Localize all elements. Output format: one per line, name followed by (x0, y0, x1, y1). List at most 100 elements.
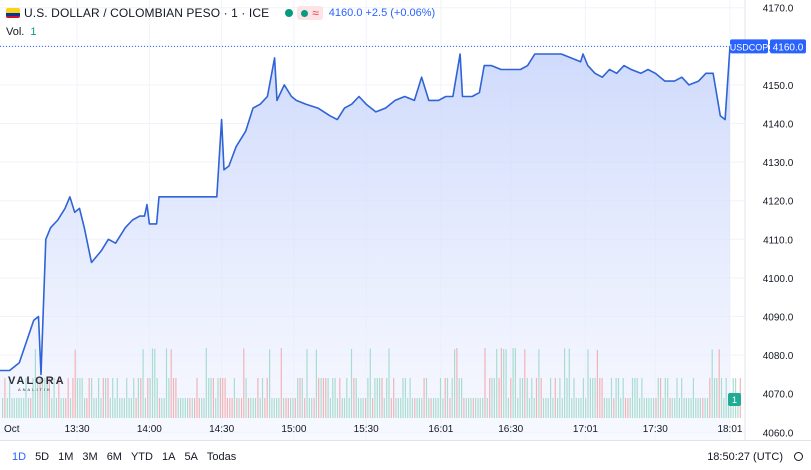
volume-bar (297, 378, 299, 418)
price-tick-label: 4150.0 (763, 81, 794, 92)
volume-bar (105, 378, 107, 418)
volume-bar (44, 378, 46, 418)
volume-bar (191, 398, 193, 418)
volume-bar (37, 378, 39, 418)
range-1a[interactable]: 1A (161, 451, 176, 463)
volume-bar (685, 398, 687, 418)
volume-bar (280, 348, 282, 418)
price-axis[interactable]: 4170.04160.04150.04140.04130.04120.04110… (763, 4, 794, 440)
volume-bar (610, 378, 613, 418)
volume-bar (98, 378, 100, 418)
volume-bar (194, 398, 196, 418)
volume-bar (365, 398, 367, 418)
volume-bar (386, 378, 388, 418)
volume-bar (332, 378, 334, 418)
time-tick-label: 17:01 (573, 424, 598, 435)
settings-gear-icon[interactable] (794, 452, 803, 461)
price-tick-label: 4110.0 (763, 235, 793, 246)
volume-bar (601, 378, 603, 418)
volume-bar (93, 398, 95, 418)
volume-bar (690, 398, 692, 418)
volume-bar (578, 398, 580, 418)
range-5d[interactable]: 5D (35, 451, 50, 463)
volume-bar (660, 378, 662, 418)
volume-bar (374, 378, 376, 418)
volume-bar (51, 398, 53, 418)
volume-bar (709, 378, 711, 418)
volume-bar (587, 349, 589, 418)
range-5a[interactable]: 5A (184, 451, 198, 463)
volume-bar (425, 378, 428, 418)
volume-bar (667, 378, 669, 418)
volume-bar (60, 398, 62, 418)
volume-bar (634, 378, 636, 418)
volume-bar (219, 378, 221, 418)
volume-bar (388, 348, 390, 418)
symbol-title[interactable]: U.S. DOLLAR / COLOMBIAN PESO · 1 · ICE (24, 6, 270, 20)
volume-value: 1 (30, 26, 37, 38)
volume-bar (369, 348, 371, 418)
price-series-line (0, 46, 731, 376)
volume-bar (88, 378, 90, 418)
volume-bar (428, 398, 430, 418)
volume-bar (496, 348, 498, 418)
volume-bar (542, 398, 545, 418)
volume-bar (67, 378, 69, 418)
range-3m[interactable]: 3M (82, 451, 98, 463)
clock[interactable]: 18:50:27 (UTC) (707, 451, 783, 463)
volume-bar (681, 378, 683, 418)
volume-bar (615, 378, 617, 418)
volume-bar (100, 398, 102, 418)
price-tick-label: 4140.0 (763, 120, 794, 131)
range-ytd[interactable]: YTD (130, 451, 153, 463)
range-todas[interactable]: Todas (206, 451, 237, 463)
price-line (0, 46, 731, 376)
volume-bar (692, 378, 694, 418)
volume-bar (299, 378, 301, 418)
range-1d[interactable]: 1D (12, 451, 27, 463)
volume-bar (468, 398, 470, 418)
volume-bar (318, 378, 320, 418)
volume-bar (170, 349, 172, 418)
volume-bar (58, 378, 60, 418)
time-axis[interactable]: Oct 13:30 14:00 14:30 15:00 15:30 16:01 16:30 17… (4, 424, 743, 435)
volume-bar (11, 398, 13, 418)
volume-bar (519, 378, 521, 418)
volume-bar (175, 378, 177, 418)
volume-bar (521, 378, 524, 418)
volume-bar (547, 398, 549, 418)
volume-bar (713, 378, 716, 418)
data-delay-badge[interactable]: ≈ (297, 6, 323, 20)
volume-bar (149, 378, 151, 418)
valora-logo: VALORA ANALITIK (8, 375, 66, 392)
volume-bar (545, 398, 547, 418)
volume-bar (301, 378, 303, 418)
volume-bar (674, 398, 676, 418)
volume-bar (226, 398, 228, 418)
price-quote: 4160.0 +2.5 (+0.06%) (328, 7, 436, 19)
volume-bar (470, 398, 472, 418)
volume-bar (599, 378, 601, 418)
volume-bar (400, 398, 402, 418)
volume-bar (636, 378, 638, 418)
volume-bar (557, 398, 559, 418)
volume-bar (154, 348, 156, 418)
range-6m[interactable]: 6M (106, 451, 122, 463)
status-dot-icon (301, 9, 309, 17)
volume-bar (46, 378, 48, 418)
time-tick-label: 15:00 (281, 424, 306, 435)
volume-bar (327, 378, 329, 418)
volume-bar (409, 378, 411, 418)
range-1m[interactable]: 1M (58, 451, 74, 463)
volume-bar (454, 349, 456, 418)
volume-bar (161, 398, 163, 418)
volume-bar (107, 378, 109, 418)
volume-bar (699, 398, 701, 418)
volume-bar (116, 378, 118, 418)
volume-bar (128, 398, 130, 418)
volume-bar (119, 398, 121, 418)
price-tick-label: 4130.0 (763, 158, 794, 169)
volume-bar (172, 378, 175, 418)
volume-bar (144, 398, 146, 418)
